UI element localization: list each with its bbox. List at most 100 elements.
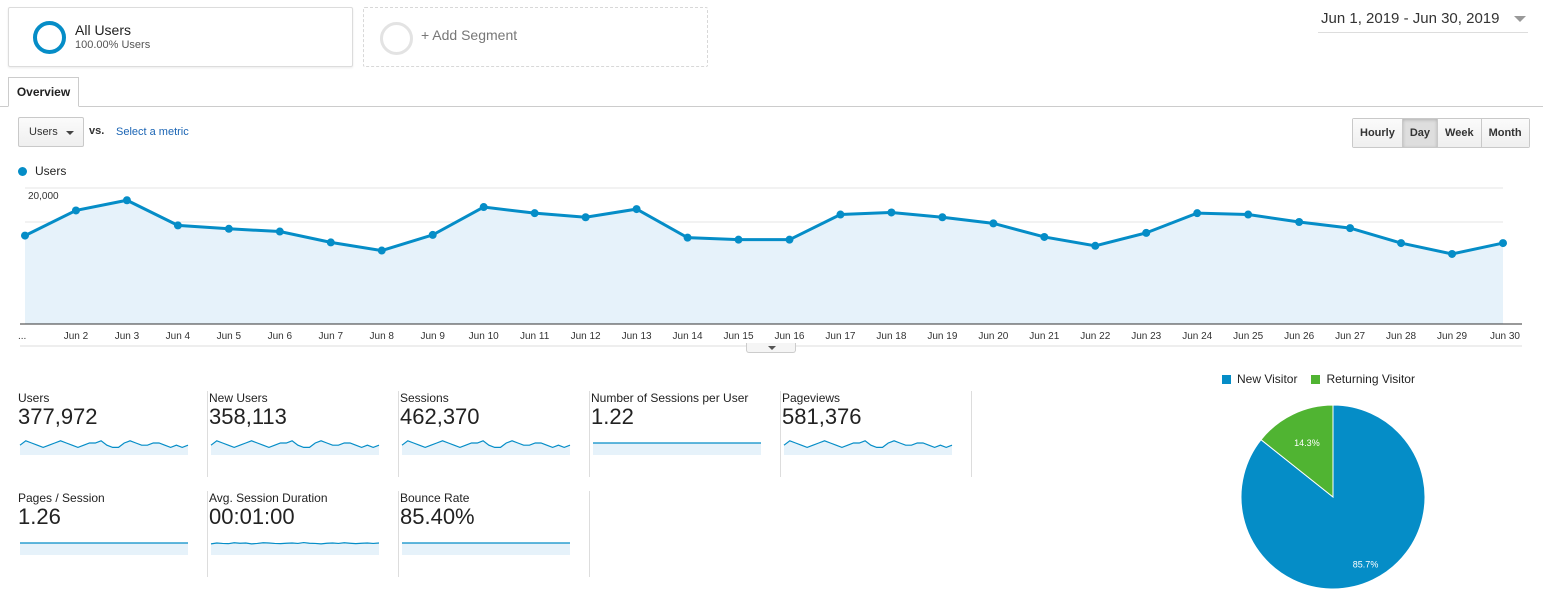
legend-returning-visitor[interactable]: Returning Visitor	[1311, 372, 1415, 386]
segment-percentage: 100.00% Users	[75, 39, 151, 51]
data-point[interactable]	[479, 203, 488, 212]
legend-label: Users	[35, 164, 67, 178]
data-point[interactable]	[938, 213, 947, 222]
tab-overview[interactable]: Overview	[8, 77, 79, 107]
legend-returning-visitor-label: Returning Visitor	[1326, 372, 1415, 386]
data-point[interactable]	[632, 205, 641, 214]
chart-collapse-toggle[interactable]	[746, 343, 796, 353]
x-tick-label: Jun 29	[1437, 331, 1467, 342]
caret-down-icon	[768, 346, 776, 350]
scorecard-label: Bounce Rate	[400, 491, 470, 505]
x-tick-label: Jun 21	[1029, 331, 1059, 342]
data-point[interactable]	[1091, 241, 1100, 250]
data-point[interactable]	[122, 196, 131, 205]
segment-name: All Users	[75, 22, 132, 38]
data-point[interactable]	[836, 210, 845, 219]
x-tick-label: Jun 12	[571, 331, 601, 342]
x-tick-label: Jun 11	[520, 331, 550, 342]
date-range-picker[interactable]: Jun 1, 2019 - Jun 30, 2019	[1318, 10, 1528, 33]
data-point[interactable]	[1193, 209, 1202, 218]
metric-dropdown[interactable]: Users	[18, 117, 84, 147]
month-button[interactable]: Month	[1481, 119, 1529, 147]
sparkline	[402, 542, 570, 555]
x-tick-label: Jun 22	[1080, 331, 1110, 342]
data-point[interactable]	[1040, 232, 1049, 241]
data-point[interactable]	[173, 221, 182, 230]
data-point[interactable]	[326, 238, 335, 247]
scorecard-number-of-sessions-per-user[interactable]: Number of Sessions per User 1.22	[591, 391, 781, 477]
data-point[interactable]	[224, 224, 233, 233]
sparkline	[20, 542, 188, 555]
granularity-toggle: Hourly Day Week Month	[1352, 118, 1530, 148]
x-tick-label: Jun 15	[724, 331, 754, 342]
legend-new-visitor[interactable]: New Visitor	[1222, 372, 1297, 386]
vs-label: vs.	[89, 125, 105, 137]
data-point[interactable]	[581, 213, 590, 222]
data-point[interactable]	[785, 235, 794, 244]
x-tick-label: Jun 8	[370, 331, 395, 342]
data-point[interactable]	[1499, 239, 1507, 248]
legend-new-visitor-label: New Visitor	[1237, 372, 1298, 386]
scorecard-label: Pageviews	[782, 391, 841, 405]
add-segment-button[interactable]: + Add Segment	[363, 7, 708, 67]
data-point[interactable]	[530, 209, 539, 218]
data-point[interactable]	[1244, 210, 1253, 219]
pie-slice-returning-visitor[interactable]	[1260, 404, 1334, 499]
scorecard-pages-session[interactable]: Pages / Session 1.26	[18, 491, 208, 577]
scorecard-label: New Users	[209, 391, 268, 405]
data-point[interactable]	[71, 206, 80, 215]
sparkline-line	[19, 440, 189, 449]
segment-ring-icon	[33, 21, 66, 54]
scorecard-value: 462,370	[400, 404, 480, 429]
x-tick-label: Jun 6	[268, 331, 293, 342]
segment-all-users[interactable]: All Users 100.00% Users	[8, 7, 353, 67]
x-tick-label: Jun 16	[774, 331, 804, 342]
data-point[interactable]	[377, 246, 386, 255]
pie-data-label: 14.3%	[1294, 438, 1320, 448]
sparkline-fill	[211, 440, 379, 455]
x-tick-label: Jun 20	[978, 331, 1008, 342]
scorecard-sessions[interactable]: Sessions 462,370	[400, 391, 590, 477]
data-point[interactable]	[275, 227, 284, 236]
scorecard-pageviews[interactable]: Pageviews 581,376	[782, 391, 972, 477]
data-point[interactable]	[1397, 239, 1406, 248]
scorecard-avg-session-duration[interactable]: Avg. Session Duration 00:01:00	[209, 491, 399, 577]
sparkline-line	[210, 541, 380, 545]
scorecard-new-users[interactable]: New Users 358,113	[209, 391, 399, 477]
x-tick-label: Jun 13	[622, 331, 652, 342]
x-tick-label: Jun 7	[319, 331, 344, 342]
x-tick-label: Jun 23	[1131, 331, 1161, 342]
data-point[interactable]	[1448, 249, 1457, 258]
pie-data-label: 85.7%	[1353, 560, 1379, 570]
scorecard-bounce-rate[interactable]: Bounce Rate 85.40%	[400, 491, 590, 577]
data-point[interactable]	[1142, 228, 1151, 237]
sparkline-fill	[593, 443, 761, 455]
data-point[interactable]	[683, 233, 692, 242]
x-tick-label: Jun 17	[825, 331, 855, 342]
sparkline-fill	[211, 542, 379, 555]
visitor-pie-chart: 85.7% 14.3%	[1240, 404, 1426, 590]
scorecard-value: 358,113	[209, 404, 287, 429]
scorecard-users[interactable]: Users 377,972	[18, 391, 208, 477]
caret-down-icon	[66, 131, 74, 135]
sparkline-fill	[20, 543, 188, 555]
week-button[interactable]: Week	[1438, 119, 1482, 147]
select-metric-link[interactable]: Select a metric	[116, 126, 189, 138]
day-button[interactable]: Day	[1402, 119, 1439, 147]
data-point[interactable]	[734, 235, 743, 244]
data-point[interactable]	[21, 231, 29, 240]
x-tick-label: Jun 9	[420, 331, 445, 342]
chevron-down-icon	[1514, 16, 1526, 22]
x-tick-label: Jun 10	[469, 331, 499, 342]
data-point[interactable]	[1346, 224, 1355, 233]
scorecard-value: 1.26	[18, 504, 61, 529]
chart-legend[interactable]: Users	[18, 164, 66, 178]
data-point[interactable]	[989, 219, 998, 228]
data-point[interactable]	[1295, 218, 1304, 226]
scorecard-label: Number of Sessions per User	[591, 391, 749, 405]
hourly-button[interactable]: Hourly	[1353, 119, 1403, 147]
data-point[interactable]	[428, 230, 437, 239]
data-point[interactable]	[887, 208, 896, 217]
metric-dropdown-value: Users	[29, 126, 58, 138]
